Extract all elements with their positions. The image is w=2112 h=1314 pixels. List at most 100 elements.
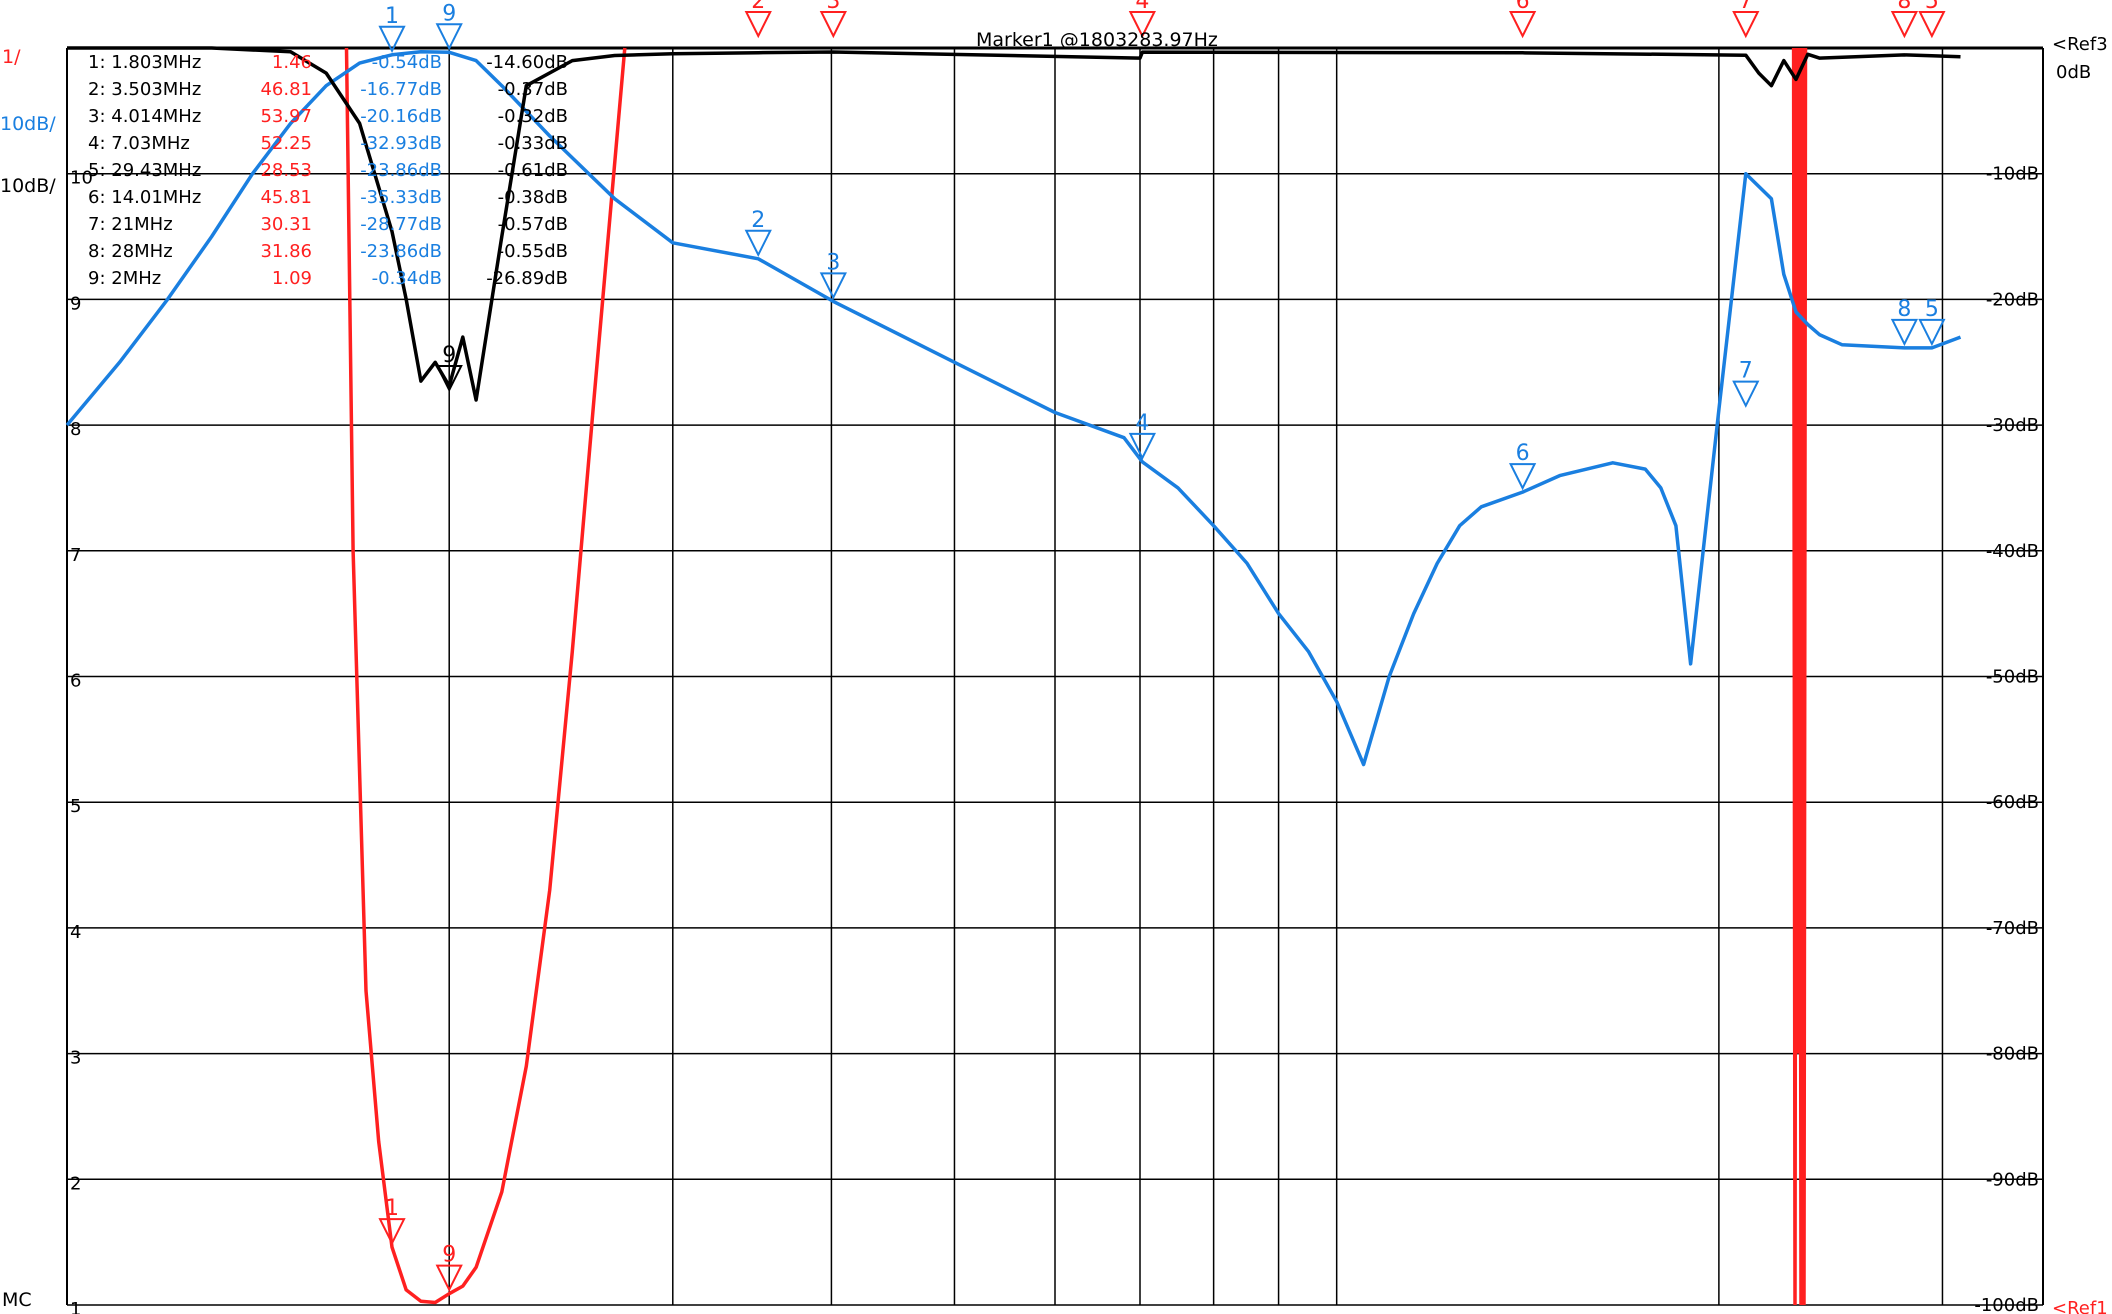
- marker-label: 1: [385, 4, 399, 29]
- left-tick-label: 10: [70, 168, 93, 189]
- marker-table-swr: 28.53: [260, 160, 312, 181]
- right-tick-label: -40dB: [1986, 541, 2039, 562]
- markers: 1 1 2 2 3 3 4 4 5 5 6 6 7 7 8 8 9 9 9: [378, 0, 1946, 1292]
- trace-s11: [67, 46, 1961, 402]
- marker-table-id: 7: 21MHz: [88, 214, 173, 235]
- left-axis-ticks: 1 2 3 4 5 6 7 8 9 10: [70, 168, 93, 1314]
- marker-label: 6: [1516, 441, 1530, 466]
- trace2-scale-label: 10dB/: [0, 113, 56, 135]
- marker-table-s21: -28.77dB: [360, 214, 442, 235]
- marker-table-swr: 30.31: [260, 214, 312, 235]
- marker-triangle: [1890, 11, 1919, 39]
- marker-triangle: [1918, 11, 1946, 39]
- marker-table-s11: -0.37dB: [498, 79, 568, 100]
- marker-label: 4: [1135, 411, 1149, 436]
- trace1-scale-label: 1/: [2, 46, 21, 68]
- left-tick-label: 7: [70, 545, 81, 566]
- marker-table-id: 6: 14.01MHz: [88, 187, 201, 208]
- trace-swr-spikes: [1791, 47, 1808, 1306]
- marker-table-s21: -23.86dB: [360, 241, 442, 262]
- marker-table-swr: 45.81: [260, 187, 312, 208]
- marker-table-id: 8: 28MHz: [88, 241, 173, 262]
- right-tick-label: -70dB: [1986, 918, 2039, 939]
- marker-triangle: [1508, 463, 1537, 491]
- marker-label: 5: [1925, 0, 1939, 14]
- marker-table-swr: 1.46: [272, 52, 312, 73]
- marker-table-id: 2: 3.503MHz: [88, 79, 201, 100]
- grid-lines: [66, 46, 2044, 1306]
- right-tick-label: -60dB: [1986, 792, 2039, 813]
- marker-triangle: [378, 1218, 406, 1246]
- marker-table-s11: -0.32dB: [498, 106, 568, 127]
- marker-triangle: [435, 1264, 463, 1292]
- right-tick-label: -100dB: [1974, 1295, 2039, 1314]
- trace-s21: [65, 50, 1962, 767]
- marker-table-id: 4: 7.03MHz: [88, 133, 190, 154]
- marker-table-swr: 53.97: [260, 106, 312, 127]
- marker-table-s11: -26.89dB: [486, 268, 568, 289]
- right-tick-label: -10dB: [1986, 164, 2039, 185]
- trace3-scale-label: 10dB/: [0, 175, 56, 197]
- marker-triangle: [1508, 11, 1537, 39]
- marker-table: 1: 1.803MHz 1.46 -0.54dB -14.60dB 2: 3.503MH…: [88, 52, 568, 289]
- marker-label: 8: [1897, 297, 1911, 322]
- ref1-label: <Ref1: [2052, 1298, 2108, 1314]
- marker-triangle: [1732, 380, 1760, 408]
- marker-triangle: [744, 229, 772, 258]
- marker-table-s21: -20.16dB: [360, 106, 442, 127]
- marker-triangle: [435, 23, 463, 51]
- left-tick-label: 8: [70, 419, 81, 440]
- marker-readout: Marker1 @1803283.97Hz: [976, 29, 1218, 51]
- marker-table-id: 1: 1.803MHz: [88, 52, 201, 73]
- marker-table-s21: -0.34dB: [372, 268, 442, 289]
- marker-table-s21: -32.93dB: [360, 133, 442, 154]
- left-tick-label: 2: [70, 1173, 81, 1194]
- marker-table-s11: -0.33dB: [498, 133, 568, 154]
- marker-label: 2: [751, 0, 765, 14]
- right-tick-label: -80dB: [1986, 1044, 2039, 1065]
- left-tick-label: 3: [70, 1048, 81, 1069]
- mode-label: MC: [2, 1289, 32, 1311]
- left-tick-label: 5: [70, 796, 81, 817]
- marker-label: 5: [1925, 297, 1939, 322]
- marker-label: 8: [1897, 0, 1911, 14]
- marker-label: 7: [1739, 0, 1753, 14]
- marker-triangle: [1732, 11, 1760, 39]
- marker-triangle: [1128, 11, 1156, 39]
- marker-table-id: 9: 2MHz: [88, 268, 161, 289]
- marker-label: 9: [442, 1243, 456, 1268]
- left-tick-label: 6: [70, 671, 81, 692]
- ref3-value: 0dB: [2056, 62, 2091, 83]
- marker-label: 3: [826, 250, 840, 275]
- traces: [65, 46, 1962, 1306]
- marker-table-s11: -0.57dB: [498, 214, 568, 235]
- left-tick-label: 9: [70, 293, 81, 314]
- marker-table-id: 5: 29.43MHz: [88, 160, 201, 181]
- marker-label: 2: [751, 208, 765, 233]
- marker-table-s11: -0.38dB: [498, 187, 568, 208]
- right-tick-label: -90dB: [1986, 1169, 2039, 1190]
- marker-triangle: [435, 365, 463, 393]
- marker-label: 3: [826, 0, 840, 14]
- marker-triangle: [1890, 318, 1919, 347]
- marker-table-s21: -0.54dB: [372, 52, 442, 73]
- trace-swr: [344, 47, 627, 1305]
- marker-triangle: [1918, 318, 1946, 347]
- marker-triangle: [819, 11, 847, 39]
- marker-label: 9: [442, 343, 456, 368]
- marker-table-s11: -0.55dB: [498, 241, 568, 262]
- marker-triangle: [744, 11, 772, 39]
- right-tick-label: -20dB: [1986, 289, 2039, 310]
- right-tick-label: -30dB: [1986, 415, 2039, 436]
- marker-table-s11: -14.60dB: [486, 52, 568, 73]
- marker-table-swr: 31.86: [260, 241, 312, 262]
- marker-table-swr: 46.81: [260, 79, 312, 100]
- marker-label: 6: [1516, 0, 1530, 14]
- marker-table-s21: -35.33dB: [360, 187, 442, 208]
- marker-label: 7: [1739, 359, 1753, 384]
- marker-triangle: [819, 272, 847, 300]
- marker-table-swr: 52.25: [260, 133, 312, 154]
- marker-label: 4: [1135, 0, 1149, 14]
